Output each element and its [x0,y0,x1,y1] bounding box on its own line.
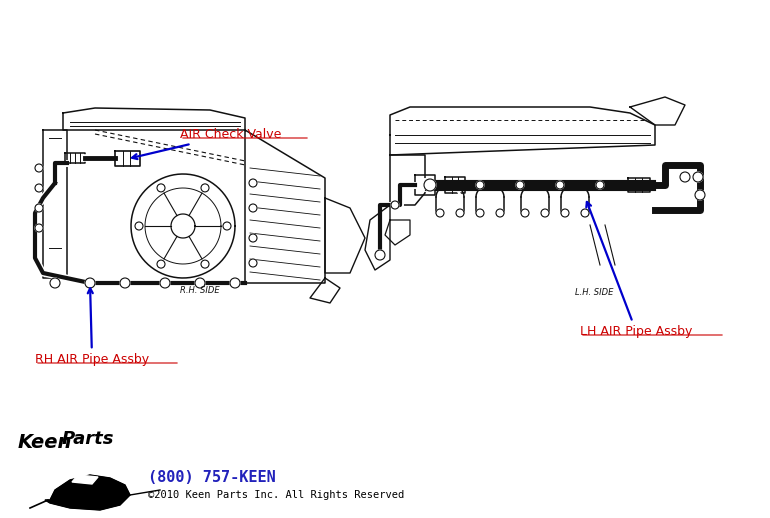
Circle shape [375,250,385,260]
Circle shape [120,278,130,288]
Circle shape [556,181,564,189]
Circle shape [424,179,436,191]
Circle shape [476,209,484,217]
Text: Keen: Keen [18,433,72,452]
Polygon shape [365,205,390,270]
Circle shape [35,164,43,172]
Polygon shape [72,475,98,484]
Text: L.H. SIDE: L.H. SIDE [575,288,614,297]
Polygon shape [385,220,410,245]
Circle shape [201,260,209,268]
Text: Parts: Parts [62,430,115,448]
Circle shape [35,184,43,192]
Text: R.H. SIDE: R.H. SIDE [180,286,219,295]
Circle shape [249,179,257,187]
Polygon shape [171,214,195,238]
Circle shape [195,278,205,288]
Polygon shape [245,130,325,283]
Circle shape [249,204,257,212]
Circle shape [436,209,444,217]
Circle shape [680,172,690,182]
Circle shape [391,201,399,209]
Polygon shape [390,107,655,155]
Polygon shape [390,155,425,205]
Circle shape [541,209,549,217]
Circle shape [50,278,60,288]
Circle shape [157,260,165,268]
Circle shape [201,184,209,192]
Circle shape [249,234,257,242]
Circle shape [581,209,589,217]
Polygon shape [310,278,340,303]
Polygon shape [45,475,130,510]
Circle shape [561,209,569,217]
Circle shape [496,209,504,217]
Polygon shape [445,177,465,193]
Text: LH AIR Pipe Assby: LH AIR Pipe Assby [580,202,692,338]
Text: (800) 757-KEEN: (800) 757-KEEN [148,470,276,485]
Circle shape [249,259,257,267]
Circle shape [160,278,170,288]
Text: RH AIR Pipe Assby: RH AIR Pipe Assby [35,288,149,366]
Circle shape [223,222,231,230]
Polygon shape [63,108,245,130]
Polygon shape [628,178,650,192]
Polygon shape [65,153,85,163]
Circle shape [35,204,43,212]
Circle shape [230,278,240,288]
Polygon shape [630,97,685,125]
Circle shape [516,181,524,189]
Polygon shape [415,175,435,195]
Circle shape [85,278,95,288]
Circle shape [135,222,143,230]
Circle shape [456,209,464,217]
Text: ©2010 Keen Parts Inc. All Rights Reserved: ©2010 Keen Parts Inc. All Rights Reserve… [148,490,404,500]
Text: AIR Check Valve: AIR Check Valve [132,128,281,159]
Circle shape [35,224,43,232]
Polygon shape [43,130,67,278]
Polygon shape [325,198,365,273]
Circle shape [695,190,705,200]
Polygon shape [115,151,140,166]
Polygon shape [131,174,235,278]
Circle shape [596,181,604,189]
Circle shape [693,172,703,182]
Circle shape [157,184,165,192]
Circle shape [476,181,484,189]
Circle shape [521,209,529,217]
